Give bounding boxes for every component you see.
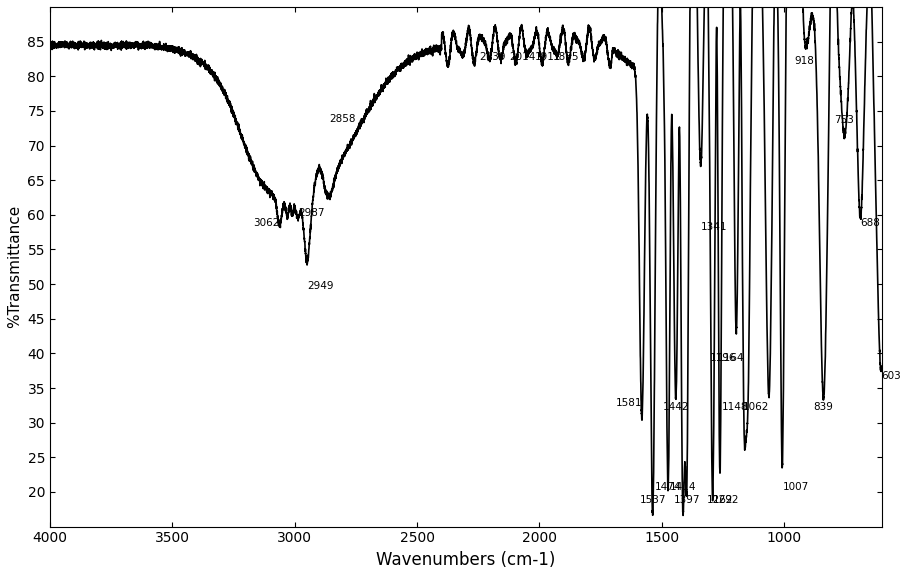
Text: 3062: 3062 — [253, 218, 280, 228]
Text: 688: 688 — [861, 218, 880, 228]
Text: 1164: 1164 — [717, 354, 744, 363]
Text: 1062: 1062 — [743, 402, 769, 412]
Text: 1537: 1537 — [639, 495, 666, 506]
X-axis label: Wavenumbers (cm-1): Wavenumbers (cm-1) — [376, 551, 556, 569]
Y-axis label: %Transmittance: %Transmittance — [7, 205, 22, 328]
Text: 2949: 2949 — [307, 281, 333, 291]
Text: 839: 839 — [814, 402, 834, 412]
Text: 1196: 1196 — [709, 354, 736, 363]
Text: 1262: 1262 — [706, 495, 733, 506]
Text: 603: 603 — [881, 371, 901, 381]
Text: 1397: 1397 — [674, 495, 700, 506]
Text: 1835: 1835 — [553, 52, 579, 62]
Text: 1911: 1911 — [535, 52, 561, 62]
Text: 1292: 1292 — [713, 495, 739, 506]
Text: 2014: 2014 — [509, 52, 536, 62]
Text: 1007: 1007 — [783, 482, 809, 491]
Text: 753: 753 — [834, 115, 854, 125]
Text: 1474: 1474 — [655, 482, 681, 491]
Text: 1341: 1341 — [701, 222, 727, 232]
Text: 2987: 2987 — [298, 208, 324, 218]
Text: 918: 918 — [794, 56, 814, 66]
Text: 1148: 1148 — [721, 402, 748, 412]
Text: 1414: 1414 — [669, 482, 696, 491]
Text: 1442: 1442 — [663, 402, 689, 412]
Text: 2858: 2858 — [330, 115, 356, 124]
Text: 1581: 1581 — [616, 399, 642, 408]
Text: 2139: 2139 — [479, 52, 506, 62]
